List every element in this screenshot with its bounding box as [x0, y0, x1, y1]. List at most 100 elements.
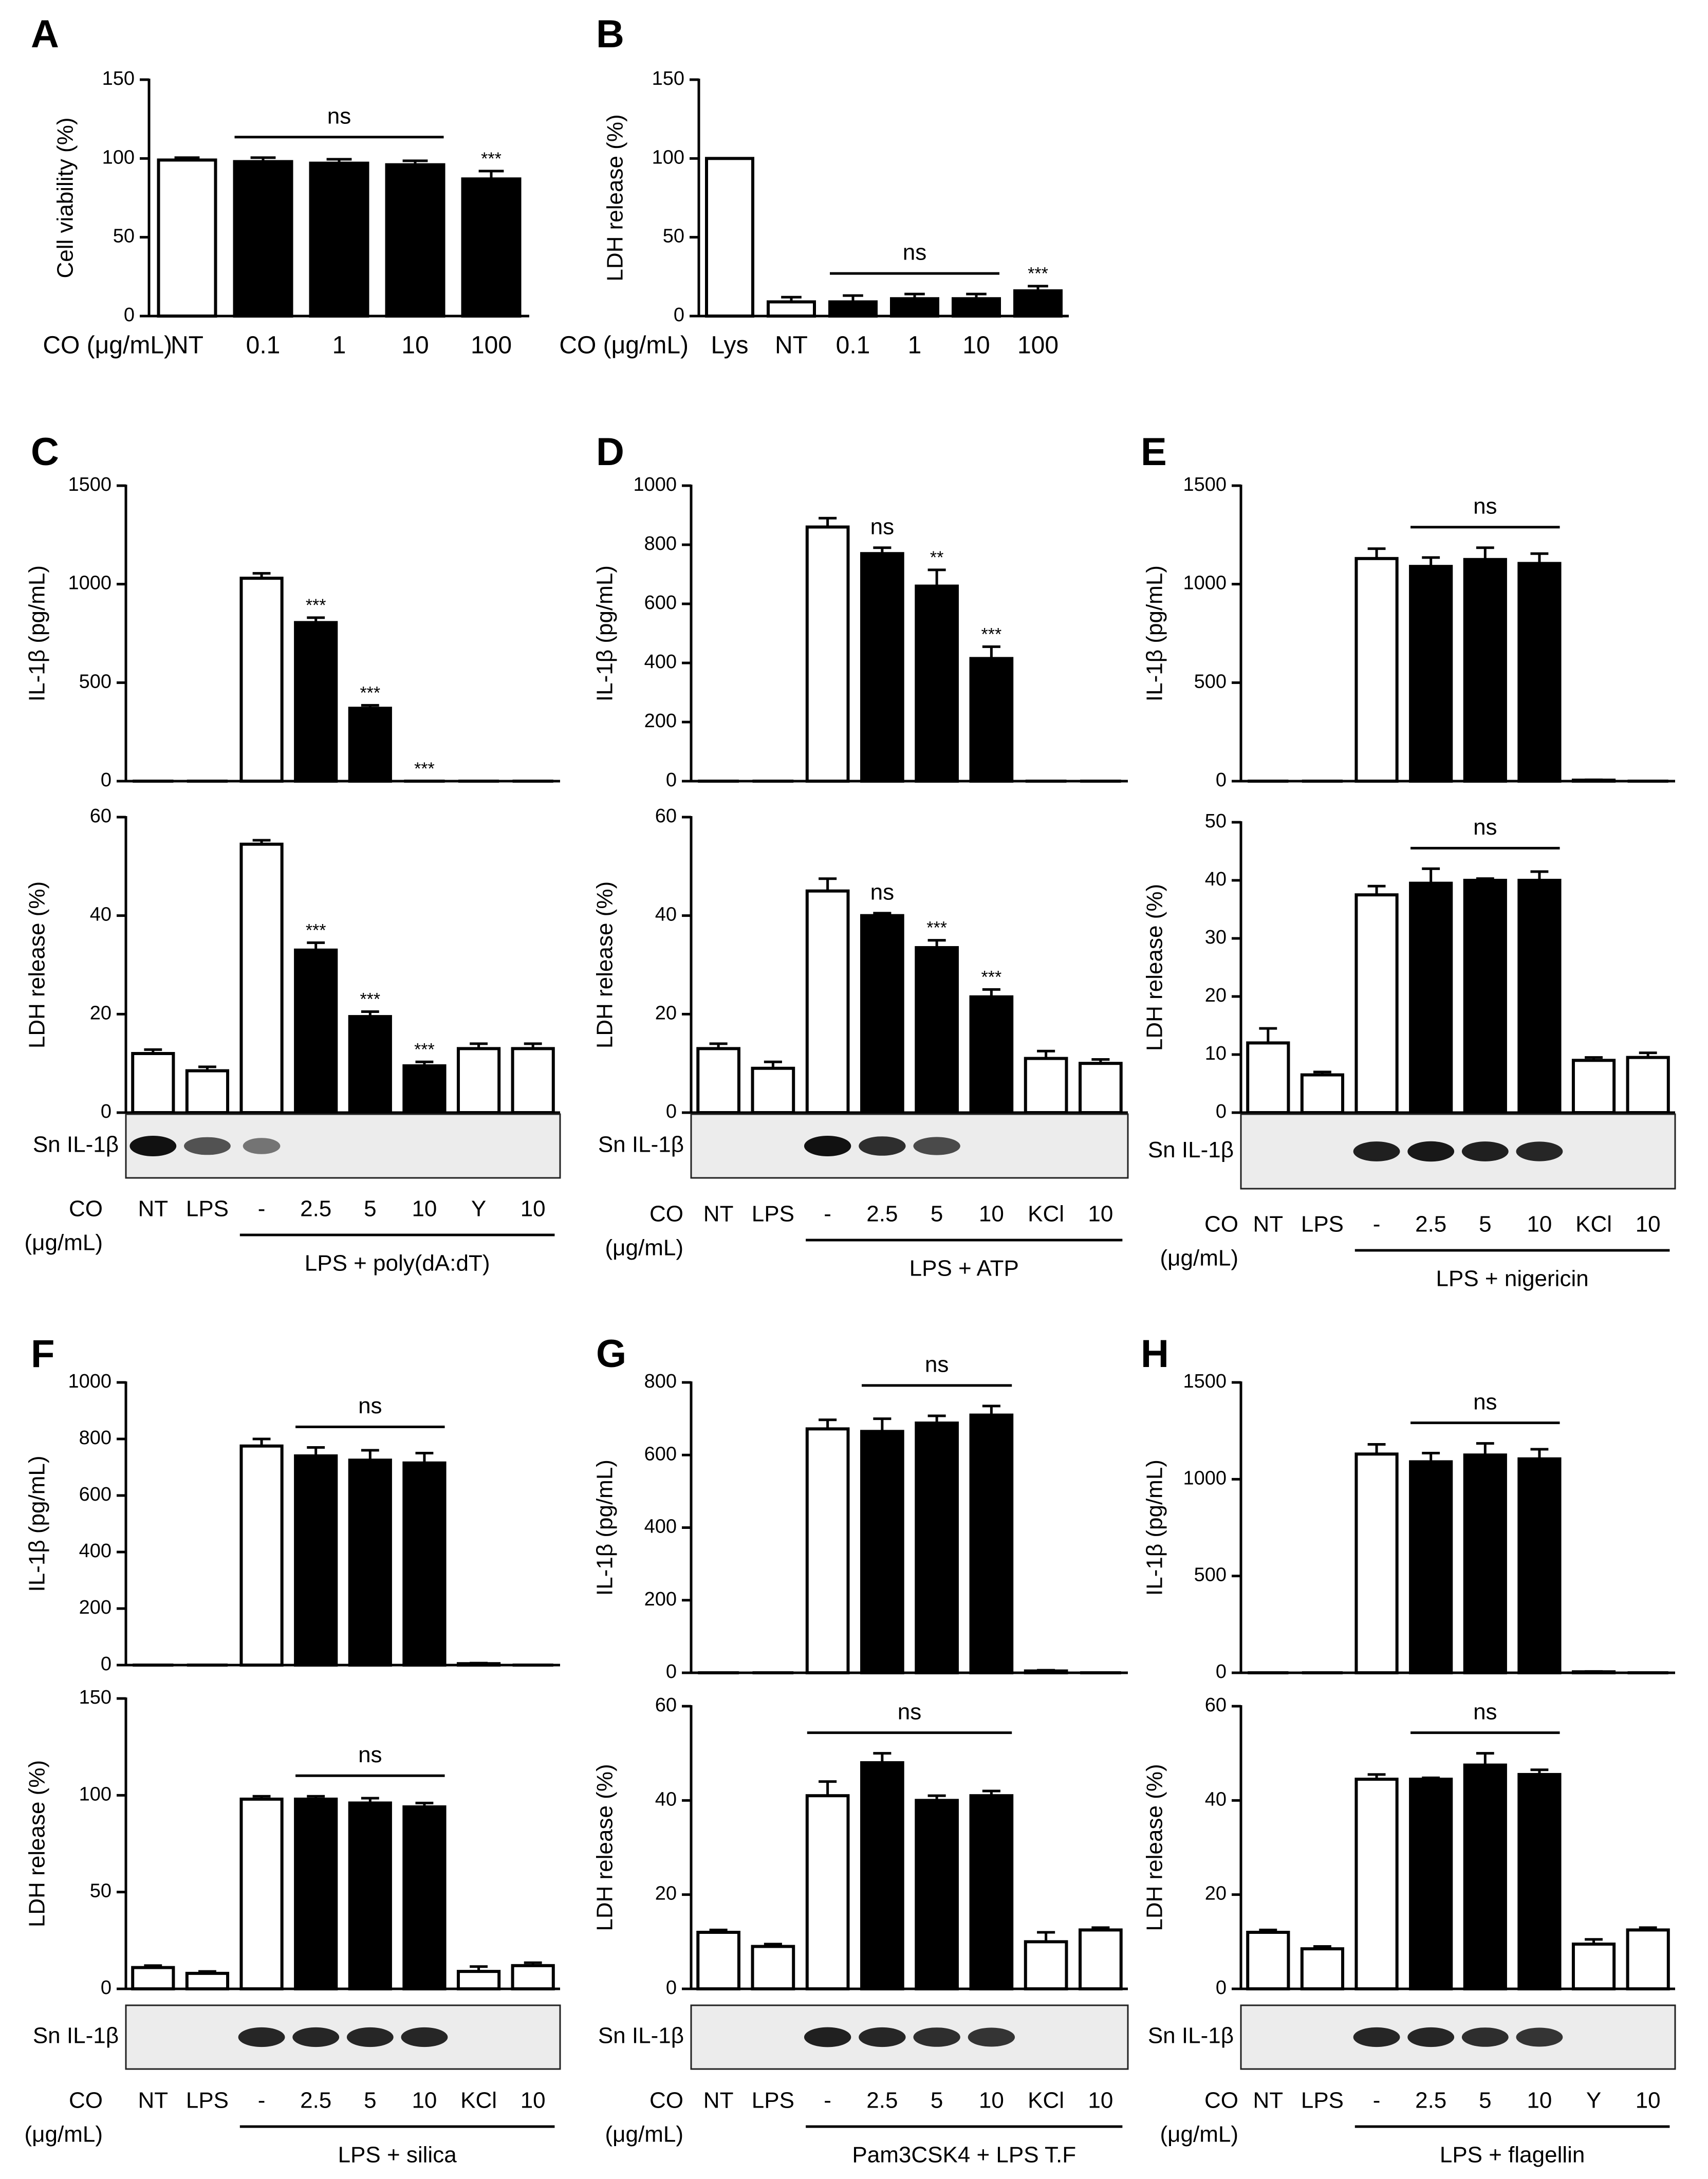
bar-LPS	[1300, 1073, 1345, 1115]
blot-band	[243, 1138, 281, 1154]
significance-label: ns	[870, 880, 894, 905]
bar-5	[1463, 879, 1507, 1114]
y-axis-label: Cell viability (%)	[53, 118, 78, 279]
y-axis-label: IL-1β (pg/mL)	[1142, 565, 1167, 701]
x-axis-label-unit: (μg/mL)	[605, 1235, 683, 1261]
y-tick-label: 1000	[1183, 573, 1227, 594]
bar-5	[348, 1015, 392, 1114]
x-tick-label: 10	[1636, 1212, 1661, 1237]
x-tick-label: 10	[979, 2088, 1004, 2113]
bar-plot-C-il1b: 0 500 1000 1500 IL-1β (pg/mL) *** *** ***	[25, 474, 560, 791]
y-tick-label: 1500	[1183, 474, 1227, 495]
y-tick-label: 800	[79, 1427, 112, 1449]
y-axis-label: IL-1β (pg/mL)	[1142, 1460, 1167, 1596]
bar--	[805, 1794, 850, 1991]
bar-LPS	[185, 1069, 230, 1115]
bar-10	[1517, 879, 1562, 1114]
y-tick-label: 200	[79, 1597, 112, 1618]
significance-label: ***	[481, 149, 502, 169]
y-tick-label: 0	[124, 304, 135, 326]
y-axis-label: LDH release (%)	[592, 1764, 618, 1931]
bar-10	[952, 297, 1001, 318]
y-tick-label: 800	[644, 1371, 677, 1392]
ns-label: ns	[1473, 493, 1497, 519]
y-tick-label: 30	[1205, 927, 1227, 948]
y-axis-label: IL-1β (pg/mL)	[25, 1456, 50, 1592]
x-axis-label-co: CO	[1204, 2088, 1238, 2113]
x-tick-label: 10	[521, 1196, 546, 1222]
y-tick-label: 60	[1205, 1694, 1227, 1716]
x-tick-label: 10	[521, 2088, 546, 2113]
y-tick-label: 60	[655, 805, 677, 827]
x-tick-label: NT	[138, 1196, 168, 1222]
bar--	[239, 1797, 284, 1991]
x-tick-label: -	[1373, 1212, 1381, 1237]
x-tick-label: -	[258, 2088, 266, 2113]
panel-letter: B	[596, 12, 624, 56]
x-tick-label: -	[258, 1196, 266, 1222]
bar--	[1354, 893, 1399, 1114]
x-tick-label: 10	[1527, 2088, 1552, 2113]
bar-2.5	[294, 621, 338, 783]
x-tick-label: NT	[138, 2088, 168, 2113]
bar-Y	[1571, 1942, 1616, 1991]
x-tick-label: NT	[1253, 1212, 1283, 1237]
bar-plot-B: 0 50 100 150 LDH release (%) *** ns	[603, 68, 1069, 326]
x-tick-label: KCl	[460, 2088, 497, 2113]
bar--	[239, 1444, 284, 1667]
y-tick-label: 20	[655, 1883, 677, 1905]
blot-frame	[125, 2004, 561, 2070]
ns-label: ns	[358, 1393, 382, 1418]
blot-band	[804, 2027, 851, 2047]
y-tick-label: 20	[90, 1002, 112, 1024]
bar-NT	[1246, 1041, 1290, 1115]
blot-band	[1516, 1141, 1563, 1161]
bar-1	[890, 297, 939, 318]
y-axis-label: IL-1β (pg/mL)	[25, 565, 50, 701]
y-tick-label: 20	[1205, 985, 1227, 1006]
x-tick-label: 10	[412, 2088, 437, 2113]
x-tick-label: 0.1	[246, 332, 281, 359]
y-tick-label: 20	[1205, 1883, 1227, 1905]
x-axis-labels: NT LPS - 2.5 5 10 KCl 10 CO (μg/mL) LPS + nigerici…	[1160, 1212, 1670, 1291]
panel-letter: G	[596, 1332, 626, 1376]
blot-band	[1516, 2027, 1563, 2047]
bar-5	[915, 1799, 959, 1990]
bar-10	[1079, 1928, 1123, 1991]
y-tick-label: 500	[1194, 1564, 1227, 1586]
x-tick-label: 10	[1636, 2088, 1661, 2113]
y-axis-label: IL-1β (pg/mL)	[592, 565, 618, 701]
y-tick-label: 0	[1216, 1101, 1227, 1122]
x-tick-label: KCl	[1575, 1212, 1612, 1237]
bar-10	[969, 657, 1014, 783]
y-tick-label: 100	[102, 146, 135, 168]
blot-frame	[1240, 2004, 1676, 2070]
y-tick-label: 50	[113, 226, 135, 247]
y-tick-label: 1500	[1183, 1371, 1227, 1392]
western-blot: Sn IL-1β	[598, 2004, 1129, 2070]
blot-label: Sn IL-1β	[598, 1132, 684, 1157]
y-tick-label: 0	[1216, 769, 1227, 791]
blot-band	[804, 1136, 851, 1156]
bar-10	[1517, 1772, 1562, 1991]
x-tick-label: 10	[1527, 1212, 1552, 1237]
significance-label: ***	[414, 759, 435, 779]
x-axis-labels: NT LPS - 2.5 5 10 KCl 10 CO (μg/mL) LPS + ATP	[605, 1202, 1123, 1281]
x-tick-label: 10	[1088, 2088, 1113, 2113]
ns-label: ns	[903, 240, 926, 265]
bar-NT	[696, 1047, 740, 1114]
y-tick-label: 40	[1205, 869, 1227, 890]
bar-1	[309, 161, 369, 318]
significance-label: **	[930, 548, 943, 567]
y-axis-label: LDH release (%)	[603, 114, 628, 281]
bar-KCl	[1571, 1059, 1616, 1115]
y-tick-label: 200	[644, 710, 677, 732]
x-axis-label-unit: (μg/mL)	[25, 1230, 103, 1255]
bar-100	[461, 177, 522, 318]
bar-5	[1463, 1453, 1507, 1674]
bar-plot-G-ldh: 0 20 40 60 LDH release (%) ns	[592, 1694, 1128, 1999]
blot-label: Sn IL-1β	[33, 2023, 119, 2048]
x-tick-label: 10	[401, 332, 429, 359]
x-axis-label-co: CO	[1204, 1212, 1238, 1237]
